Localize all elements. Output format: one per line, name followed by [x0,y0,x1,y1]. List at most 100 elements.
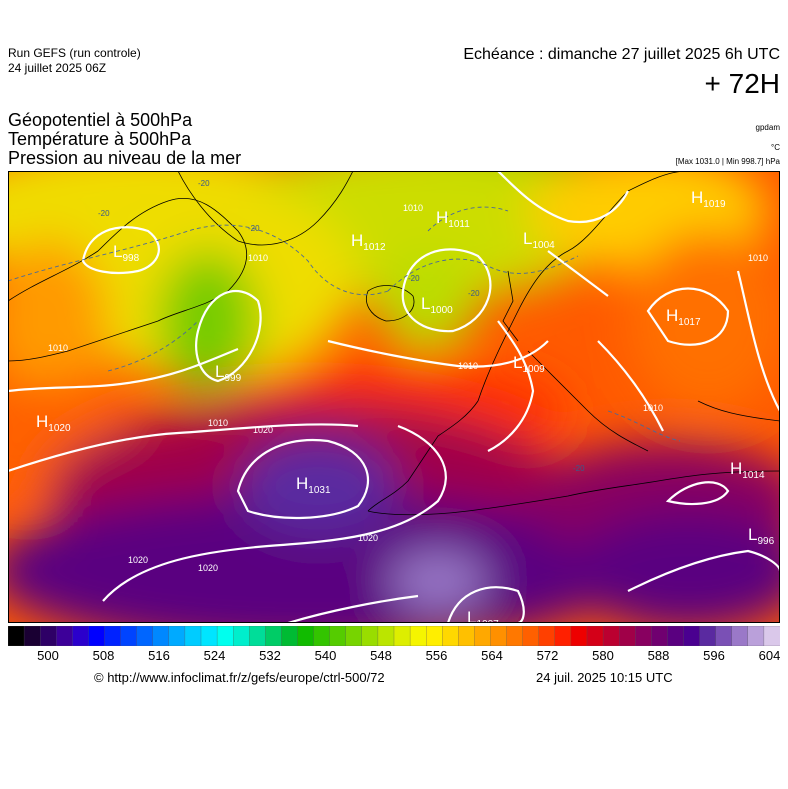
low-pressure-center: L999 [215,362,242,384]
colorbar-swatch [699,626,717,646]
isobar-label: 1010 [458,361,478,371]
colorbar-swatch [667,626,685,646]
issued-time: 24 juil. 2025 10:15 UTC [536,670,673,685]
colorbar-swatch [120,626,138,646]
colorbar-swatch [490,626,508,646]
colorbar-swatch [168,626,186,646]
colorbar-tick-label: 572 [536,648,559,663]
temperature-label: -20 [408,274,420,283]
colorbar-swatch [184,626,202,646]
colorbar-swatch [329,626,347,646]
low-pressure-center: L1007 [467,608,499,623]
colorbar-tick-label: 564 [481,648,503,663]
colorbar-swatch [522,626,540,646]
credit-link[interactable]: © http://www.infoclimat.fr/z/gefs/europe… [94,670,385,685]
isobar-label: 1020 [253,425,273,435]
colorbar-swatch [152,626,170,646]
colorbar-swatch [136,626,154,646]
colorbar-swatch [104,626,122,646]
param-pressure: Pression au niveau de la mer [8,148,242,168]
high-pressure-center: H1014 [730,459,765,481]
colorbar-swatch [249,626,266,646]
geopotential-field [8,171,780,623]
param-temperature: Température à 500hPa [8,129,192,149]
colorbar-swatch [56,626,73,646]
temperature-label: -20 [98,209,110,218]
pressure-centers-layer: H1031 H1020 H1011 H1019 H1017 H1014 H1012 L1000… [36,188,775,623]
isobar-label: 1010 [48,343,68,353]
isobar-label: 1010 [403,203,423,213]
run-title: Run GEFS (run controle) [8,46,141,60]
param-geopotential: Géopotentiel à 500hPa [8,110,193,130]
temperature-isotherms [8,206,681,442]
colorbar-swatch [506,626,524,646]
weather-map: H1031 H1020 H1011 H1019 H1017 H1014 H1012 L1000… [8,171,780,623]
colorbar-swatch [313,626,331,646]
colorbar-swatch [8,626,25,646]
colorbar-swatch [619,626,636,646]
colorbar-swatch [345,626,363,646]
colorbar-swatch [72,626,90,646]
valid-time: Echéance : dimanche 27 juillet 2025 6h U… [463,46,780,63]
colorbar-swatch [409,626,427,646]
low-pressure-center: L996 [748,525,775,547]
colorbar-swatch [635,626,652,646]
lead-time: + 72H [704,68,781,99]
isobar-label: 1020 [128,555,148,565]
isobar-label: 1020 [358,533,378,543]
high-pressure-center: H1019 [691,188,726,210]
colorbar-swatch [40,626,57,646]
colorbar-tick-label: 540 [314,648,337,663]
colorbar-tick-label: 588 [647,648,670,663]
colorbar-tick-label: 596 [703,648,725,663]
low-pressure-center: L1000 [421,294,453,316]
temperature-label: -20 [573,464,585,473]
colorbar-swatch [554,626,572,646]
colorbar-swatch [715,626,733,646]
colorbar-tick-label: 532 [259,648,281,663]
isobar-label: 1010 [748,253,768,263]
temperature-label: -20 [468,289,480,298]
high-pressure-center: H1011 [436,208,470,230]
colorbar-swatch [683,626,701,646]
isobar-labels-layer: 1010 1010 1010 1010 1010 1010 1010 1020 … [48,203,768,573]
colorbar-tick-label: 556 [425,648,448,663]
colorbar-swatch [377,626,395,646]
low-pressure-center: L998 [113,242,140,264]
colorbar-swatch [474,626,492,646]
colorbar-swatch [602,626,620,646]
high-pressure-center: H1020 [36,412,71,434]
temperature-label: -20 [248,224,260,233]
colorbar-swatch [570,626,588,646]
colorbar-swatch [233,626,250,646]
colorbar-swatch [297,626,315,646]
colorbar-tick-label: 508 [92,648,115,663]
colorbar-tick-label: 524 [203,648,226,663]
colorbar-swatch [216,626,234,646]
colorbar-swatch [747,626,765,646]
colorbar-swatch [200,626,218,646]
colorbar-swatch [458,626,476,646]
temperature-labels-layer: -20 -20 -20 -20 -20 -20 [98,179,585,473]
isobar-label: 1010 [643,403,663,413]
isobars [8,171,780,623]
colorbar-swatch [651,626,669,646]
colorbar-swatch [731,626,749,646]
high-pressure-center: H1017 [666,306,701,328]
colorbar-tick-label: 516 [148,648,170,663]
colorbar-swatch [763,626,780,646]
colorbar-swatch [586,626,604,646]
colorbar [8,626,780,646]
colorbar-tick-label: 604 [758,648,781,663]
temperature-label: -20 [198,179,210,188]
colorbar-swatch [538,626,556,646]
colorbar-swatch [361,626,379,646]
unit-pressure-range: [Max 1031.0 | Min 998.7] hPa [675,157,780,166]
high-pressure-center: H1031 [296,474,331,496]
colorbar-tick-label: 580 [592,648,614,663]
run-date: 24 juillet 2025 06Z [8,61,107,75]
low-pressure-center: L1004 [523,229,555,251]
high-pressure-center: H1012 [351,231,386,253]
colorbar-swatch [265,626,283,646]
unit-temperature: °C [771,143,780,152]
